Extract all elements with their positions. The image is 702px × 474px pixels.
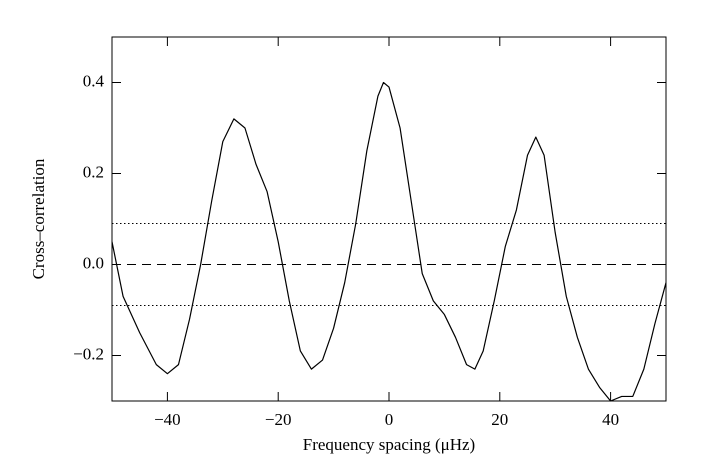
data-line <box>111 81 667 402</box>
x-tick-label: 0 <box>385 410 394 429</box>
y-tick-label: 0.0 <box>83 253 104 272</box>
x-tick-label: −20 <box>265 410 292 429</box>
y-tick-label: −0.2 <box>73 344 104 363</box>
x-tick-label: −40 <box>154 410 181 429</box>
y-axis-label: Cross–correlation <box>29 158 48 279</box>
plot-frame <box>111 36 667 402</box>
x-axis-label: Frequency spacing (μHz) <box>303 435 475 454</box>
y-tick-label: 0.2 <box>83 162 104 181</box>
x-tick-label: 20 <box>491 410 508 429</box>
x-tick-label: 40 <box>602 410 619 429</box>
y-tick-label: 0.4 <box>83 71 105 90</box>
